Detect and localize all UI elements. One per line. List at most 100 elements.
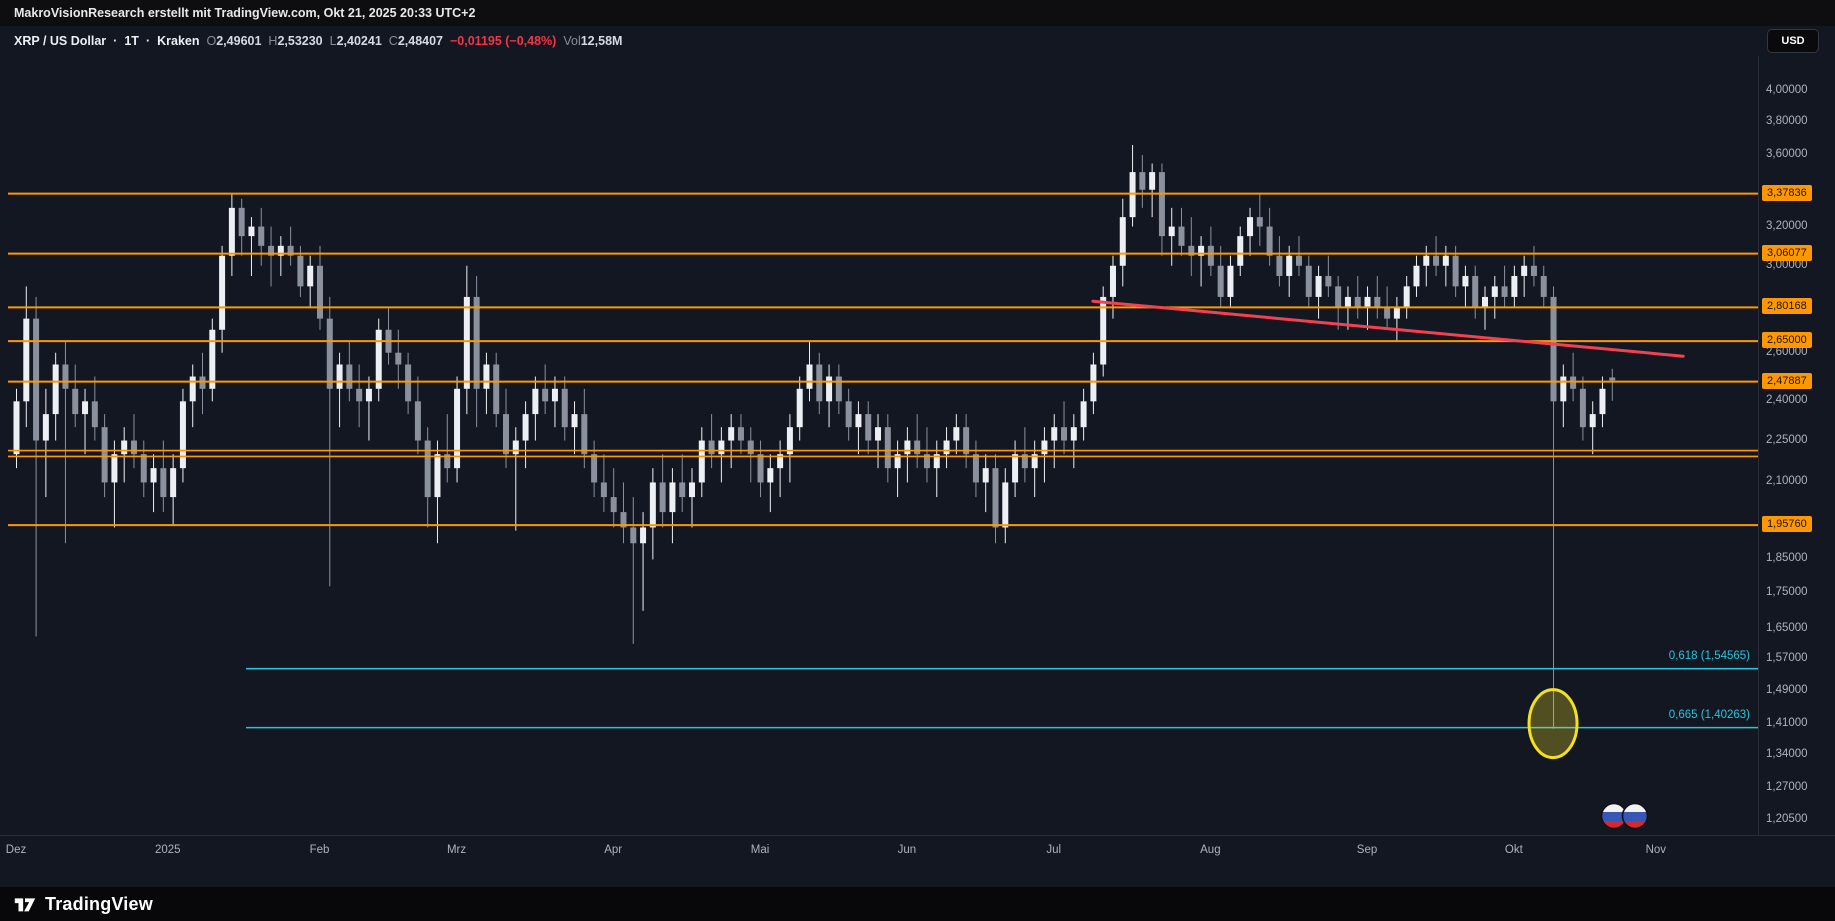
price-axis-label: 3,80000	[1766, 115, 1808, 128]
time-axis-label: Dez	[5, 844, 27, 856]
candle-body	[894, 454, 901, 469]
candle-body	[1452, 255, 1459, 287]
time-axis-label: Jun	[897, 844, 917, 856]
price-line-badge: 3,06077	[1762, 244, 1812, 261]
candle-body	[747, 440, 754, 455]
volume-value: 12,58M	[580, 34, 623, 48]
candle-body	[698, 440, 705, 483]
candle-body	[444, 454, 451, 469]
candle-body	[1482, 296, 1488, 308]
candle-body	[532, 388, 539, 415]
ohlc-close: C2,48407	[389, 34, 443, 48]
candle-body	[972, 454, 979, 483]
time-axis-label: 2025	[154, 844, 181, 856]
volume-readout: Vol12,58M	[563, 34, 622, 48]
candles-layer	[13, 144, 1616, 729]
close-label: C	[388, 34, 398, 48]
tradingview-logo-icon[interactable]	[12, 891, 38, 917]
candle-body	[356, 388, 363, 402]
price-line-badge: 2,80168	[1762, 298, 1812, 315]
attribution-bar: MakroVisionResearch erstellt mit Trading…	[0, 0, 1835, 26]
ohlc-high: H2,53230	[268, 34, 322, 48]
candle-body	[268, 245, 275, 256]
candle-body	[1256, 217, 1263, 227]
candle-body	[718, 440, 725, 455]
candle-body	[1540, 275, 1547, 297]
candle-body	[786, 427, 793, 455]
candle-body	[1276, 255, 1283, 276]
candle-body	[42, 414, 49, 441]
time-axis[interactable]: Dez 2025 Feb Mrz Apr Mai Jun Jul Aug Sep Okt Nov	[0, 835, 1835, 888]
candle-body	[659, 482, 666, 513]
price-axis-label: 1,65000	[1766, 621, 1808, 634]
candle-body	[248, 226, 255, 237]
price-axis[interactable]: 4,00000 3,80000 3,60000 3,20000 3,00000 2,600…	[1758, 56, 1835, 835]
candle-body	[1433, 255, 1440, 266]
time-axis-label: Mai	[750, 844, 770, 856]
fib-level-label-0618[interactable]: 0,618 (1,54565)	[1668, 649, 1750, 662]
currency-toggle-button[interactable]: USD	[1767, 29, 1819, 53]
candle-body	[630, 527, 637, 544]
ohlc-open: O2,49601	[207, 34, 262, 48]
candle-body	[679, 482, 686, 498]
highlight-ellipse[interactable]	[1527, 688, 1579, 760]
candle-body	[62, 364, 69, 389]
candle-body	[277, 245, 284, 256]
flag-emoji-sticker-icons[interactable]	[1598, 800, 1654, 832]
candle-body	[591, 454, 598, 483]
candle-body	[551, 388, 558, 402]
candle-body	[121, 440, 128, 455]
candle-body	[287, 245, 294, 256]
tradingview-brand-text[interactable]: TradingView	[45, 893, 153, 914]
ohlc-low: L2,40241	[330, 34, 382, 48]
candle-body	[1119, 217, 1126, 266]
candle-body	[1413, 265, 1420, 287]
candle-body	[33, 318, 40, 441]
candle-body	[160, 468, 167, 498]
candle-body	[1100, 296, 1107, 365]
candle-body	[424, 440, 431, 498]
price-line-badge: 2,47887	[1762, 372, 1812, 389]
candle-body	[1295, 255, 1302, 266]
exchange-label[interactable]: Kraken	[157, 34, 200, 48]
high-label: H	[268, 34, 278, 48]
price-axis-label: 2,60000	[1766, 345, 1808, 358]
candle-body	[1217, 265, 1224, 297]
candle-body	[1080, 401, 1087, 428]
candle-body	[796, 388, 803, 428]
candle-body	[1207, 245, 1214, 266]
candle-body	[463, 296, 470, 389]
candle-body	[737, 427, 744, 441]
candle-body	[875, 427, 882, 441]
candle-body	[1070, 427, 1077, 441]
candle-body	[503, 414, 509, 455]
candle-body	[884, 427, 891, 469]
candle-body	[845, 401, 852, 428]
candle-body	[581, 414, 588, 455]
price-axis-label: 2,10000	[1766, 475, 1808, 488]
candle-body	[1462, 275, 1469, 287]
candle-body	[992, 468, 999, 528]
candle-body	[1149, 172, 1156, 190]
price-axis-label: 2,25000	[1766, 433, 1808, 446]
candle-body	[933, 454, 940, 469]
interval-label[interactable]: 1T	[124, 34, 139, 48]
price-axis-label: 3,20000	[1766, 219, 1808, 232]
descending-trendline[interactable]	[1091, 299, 1685, 358]
time-axis-label: Mrz	[446, 844, 467, 856]
candle-body	[1374, 296, 1381, 308]
candle-body	[512, 440, 519, 455]
candle-body	[111, 454, 118, 483]
time-axis-label: Aug	[1200, 844, 1221, 856]
symbol-pair[interactable]: XRP / US Dollar	[14, 34, 107, 48]
candle-body	[228, 207, 235, 256]
volume-label: Vol	[563, 34, 581, 48]
candle-body	[238, 207, 245, 237]
candle-body	[1315, 275, 1322, 297]
candle-body	[1198, 245, 1205, 256]
candle-body	[209, 329, 216, 389]
candle-body	[1423, 255, 1430, 266]
fib-level-label-0665[interactable]: 0,665 (1,40263)	[1668, 708, 1750, 721]
